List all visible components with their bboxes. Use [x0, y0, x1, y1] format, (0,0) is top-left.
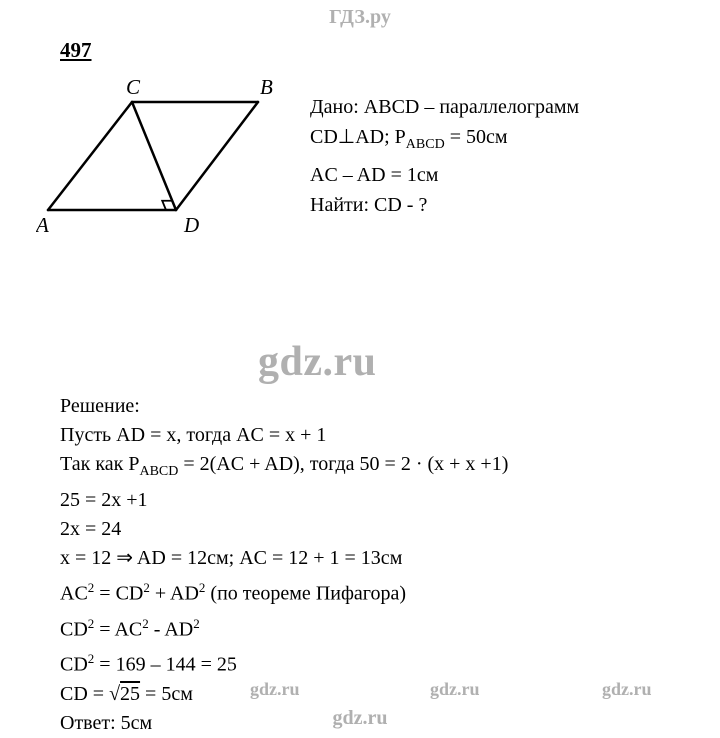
given-line3: AC – AD = 1см: [310, 160, 579, 190]
txt: (по теореме Пифагора): [205, 583, 406, 605]
sub: ABCD: [406, 137, 445, 152]
txt: = 2(AC + AD), тогда 50 = 2 · (x + x +1): [178, 453, 508, 475]
perp-symbol: ⊥: [338, 126, 355, 148]
svg-text:C: C: [126, 78, 141, 99]
sol-l6: AC2 = CD2 + AD2 (по теореме Пифагора): [60, 573, 508, 609]
watermark-header: ГДЗ.ру: [0, 6, 720, 29]
svg-text:A: A: [36, 213, 49, 237]
txt: = 50см: [445, 126, 508, 148]
txt: = CD: [94, 583, 143, 605]
svg-text:D: D: [183, 213, 199, 237]
sol-l8: CD2 = 169 – 144 = 25: [60, 644, 508, 680]
given-line1: Дано: ABCD – параллелограмм: [310, 92, 579, 122]
given-line4: Найти: CD - ?: [310, 190, 579, 220]
watermark-bottom: gdz.ru: [0, 707, 720, 730]
sup: 2: [193, 616, 200, 631]
sol-l4: 2x = 24: [60, 515, 508, 544]
txt: CD: [60, 618, 88, 640]
watermark-big: gdz.ru: [258, 338, 377, 386]
sol-l1: Пусть AD = x, тогда AC = x + 1: [60, 421, 508, 450]
given-block: Дано: ABCD – параллелограмм CD⊥AD; PABCD…: [310, 92, 579, 220]
txt: AD; P: [355, 126, 406, 148]
sol-l3: 25 = 2x +1: [60, 486, 508, 515]
txt: CD =: [60, 683, 109, 705]
watermark-small-3: gdz.ru: [602, 679, 652, 700]
parallelogram-diagram: A C B D: [36, 78, 296, 238]
watermark-small-1: gdz.ru: [250, 679, 300, 700]
txt: CD: [310, 126, 338, 148]
txt: + AD: [150, 583, 199, 605]
txt: AC: [60, 583, 88, 605]
txt: CD: [60, 654, 88, 676]
sol-l5: x = 12 ⇒ AD = 12см; AC = 12 + 1 = 13см: [60, 544, 508, 573]
svg-text:B: B: [260, 78, 273, 99]
given-line2: CD⊥AD; PABCD = 50см: [310, 122, 579, 160]
sol-l7: CD2 = AC2 - AD2: [60, 609, 508, 645]
txt: - AD: [149, 618, 193, 640]
txt: Так как P: [60, 453, 139, 475]
problem-number: 497: [60, 38, 92, 63]
sub: ABCD: [139, 464, 178, 479]
txt: = AC: [94, 618, 142, 640]
txt: = 169 – 144 = 25: [94, 654, 237, 676]
sol-l2: Так как PABCD = 2(AC + AD), тогда 50 = 2…: [60, 450, 508, 486]
watermark-small-2: gdz.ru: [430, 679, 480, 700]
sqrt-val: 25: [120, 683, 140, 705]
txt: = 5см: [140, 683, 193, 705]
sol-l0: Решение:: [60, 392, 508, 421]
